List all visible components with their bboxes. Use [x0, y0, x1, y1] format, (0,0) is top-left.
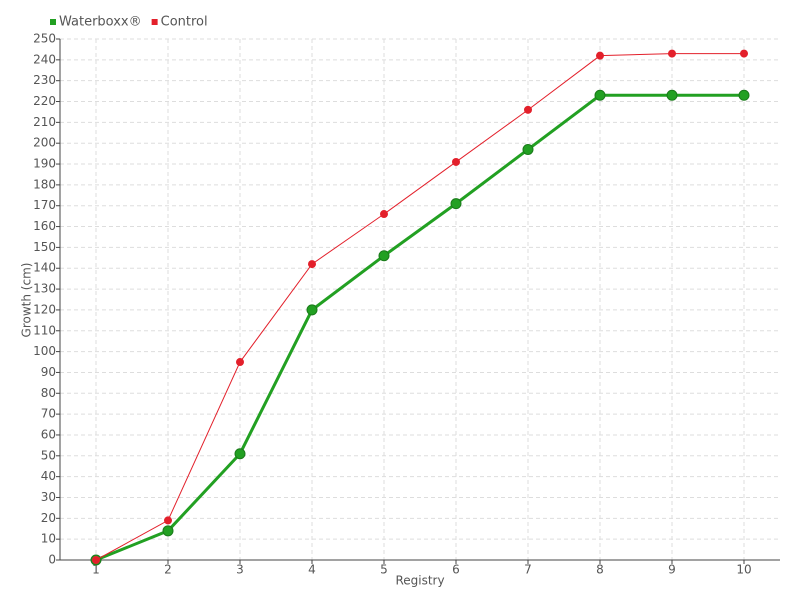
- data-point: [236, 358, 244, 367]
- data-point: [164, 516, 172, 525]
- data-point: [738, 89, 750, 101]
- data-point: [308, 260, 316, 269]
- y-axis-label: Growth (cm): [20, 263, 34, 338]
- x-tick-label: 8: [596, 563, 604, 577]
- y-tick-label: 110: [33, 323, 56, 337]
- x-tick-label: 6: [452, 563, 460, 577]
- y-tick-label: 220: [33, 94, 56, 108]
- data-point: [524, 105, 532, 114]
- y-tick-label: 180: [33, 177, 56, 191]
- data-point: [450, 198, 462, 210]
- y-tick-label: 130: [33, 282, 56, 296]
- legend-label: Waterboxx®: [59, 15, 142, 30]
- data-point: [668, 49, 676, 58]
- legend-swatch: [151, 19, 158, 25]
- y-tick-label: 100: [33, 344, 56, 358]
- data-point: [596, 51, 604, 60]
- x-tick-label: 4: [308, 563, 316, 577]
- y-tick-label: 200: [33, 136, 56, 150]
- data-point: [740, 49, 748, 58]
- y-tick-label: 190: [33, 157, 56, 171]
- data-point: [92, 556, 100, 564]
- y-tick-label: 10: [41, 532, 56, 546]
- data-point: [380, 210, 388, 219]
- data-point: [594, 89, 606, 101]
- data-point: [306, 304, 318, 316]
- x-tick-label: 5: [380, 563, 388, 577]
- legend-item: Control: [151, 15, 208, 30]
- y-tick-label: 80: [41, 386, 56, 400]
- y-tick-label: 50: [41, 448, 56, 462]
- y-tick-label: 170: [33, 198, 56, 212]
- data-point: [234, 448, 246, 460]
- data-point: [452, 157, 460, 166]
- data-point: [162, 525, 174, 537]
- data-point: [522, 143, 534, 155]
- y-tick-label: 140: [33, 261, 56, 275]
- y-tick-label: 40: [41, 469, 56, 483]
- y-tick-label: 210: [33, 115, 56, 129]
- x-tick-label: 9: [668, 563, 676, 577]
- y-tick-label: 90: [41, 365, 56, 379]
- x-tick-label: 7: [524, 563, 532, 577]
- y-tick-label: 60: [41, 427, 56, 441]
- series-line: [95, 93, 744, 562]
- y-tick-label: 150: [33, 240, 56, 254]
- legend-item: Waterboxx®: [50, 15, 142, 30]
- x-tick-label: 2: [164, 563, 172, 577]
- legend-swatch: [50, 19, 56, 25]
- y-tick-label: 70: [41, 407, 56, 421]
- y-tick-label: 120: [33, 302, 56, 316]
- y-tick-label: 160: [33, 219, 56, 233]
- x-tick-label: 10: [736, 563, 751, 577]
- data-point: [666, 89, 678, 101]
- y-tick-label: 0: [48, 553, 56, 567]
- y-tick-label: 30: [41, 490, 56, 504]
- y-tick-label: 240: [33, 52, 56, 66]
- y-tick-label: 230: [33, 73, 56, 87]
- series-line: [95, 53, 744, 561]
- y-tick-label: 20: [41, 511, 56, 525]
- y-tick-label: 250: [33, 32, 56, 46]
- x-axis-label: Registry: [395, 574, 444, 588]
- x-tick-label: 3: [236, 563, 244, 577]
- x-tick-label: 1: [92, 563, 100, 577]
- legend-label: Control: [161, 15, 208, 30]
- data-point: [378, 250, 390, 262]
